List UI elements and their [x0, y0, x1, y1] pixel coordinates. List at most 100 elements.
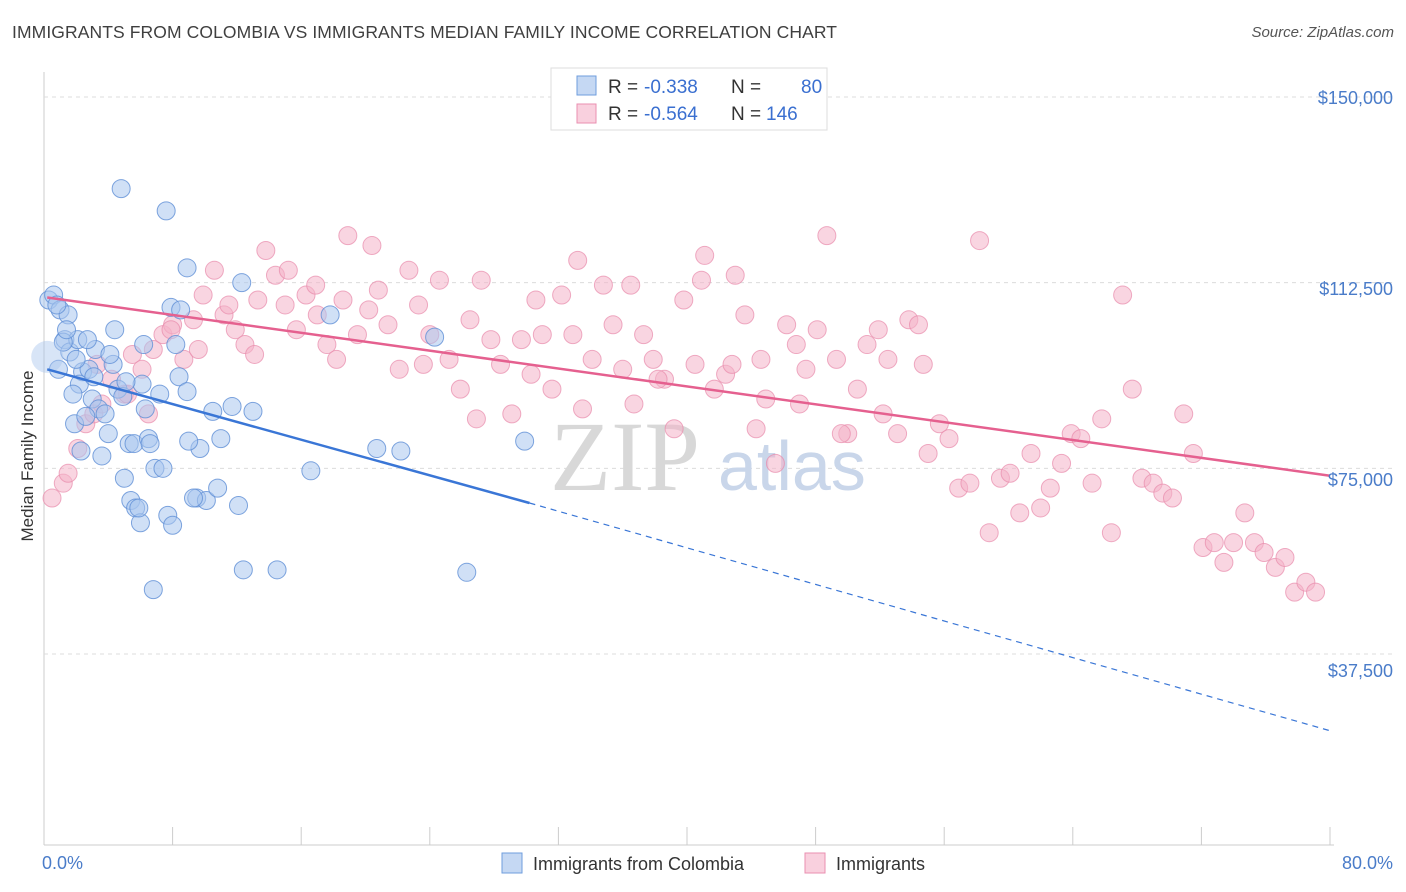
x-tick-label-min: 0.0% [42, 853, 83, 873]
data-point-colombia [179, 431, 199, 451]
data-point-immigrants [939, 429, 959, 449]
data-point-immigrants [725, 265, 745, 285]
data-point-immigrants [624, 394, 644, 414]
data-point-colombia [233, 560, 253, 580]
data-point-immigrants [722, 354, 742, 374]
data-point-immigrants [888, 424, 908, 444]
data-point-immigrants [399, 260, 419, 280]
series-legend: Immigrants from Colombia Immigrants [501, 852, 925, 874]
data-point-immigrants [1306, 582, 1326, 602]
data-point-immigrants [1052, 453, 1072, 473]
data-point-immigrants [918, 443, 938, 463]
data-point-immigrants [691, 270, 711, 290]
data-point-immigrants [1235, 503, 1255, 523]
data-point-colombia [153, 458, 173, 478]
data-point-immigrants [409, 295, 429, 315]
data-point-immigrants [568, 250, 588, 270]
data-point-colombia [391, 441, 411, 461]
data-point-immigrants [1122, 379, 1142, 399]
trendline-immigrants [47, 296, 1331, 477]
data-point-immigrants [532, 325, 552, 345]
data-point-colombia [66, 349, 86, 369]
data-point-colombia [129, 498, 149, 518]
data-point-immigrants [603, 315, 623, 335]
data-point-immigrants [248, 290, 268, 310]
data-point-immigrants [174, 349, 194, 369]
data-point-immigrants [913, 354, 933, 374]
data-point-immigrants [1010, 503, 1030, 523]
data-point-immigrants [481, 330, 501, 350]
data-point-immigrants [751, 349, 771, 369]
bottom-legend-label-immigrants: Immigrants [836, 854, 925, 874]
data-point-immigrants [1204, 533, 1224, 553]
legend-n-label-blue: N = [731, 77, 761, 98]
data-point-immigrants [378, 315, 398, 335]
data-point-colombia [166, 335, 186, 355]
trend-lines [46, 296, 1331, 732]
trendline-colombia [46, 368, 530, 505]
data-point-immigrants [1031, 498, 1051, 518]
data-point-immigrants [58, 463, 78, 483]
data-point-colombia [114, 468, 134, 488]
data-point-immigrants [286, 320, 306, 340]
data-point-immigrants [466, 409, 486, 429]
data-point-immigrants [1071, 429, 1091, 449]
data-point-colombia [143, 580, 163, 600]
data-point-immigrants [389, 359, 409, 379]
legend-r-label-blue: R = [608, 77, 638, 98]
data-point-immigrants [796, 359, 816, 379]
y-tick-label-112500: $112,500 [1319, 279, 1393, 299]
data-point-immigrants [413, 354, 433, 374]
data-point-colombia [183, 488, 203, 508]
data-point-immigrants [817, 226, 837, 246]
data-point-immigrants [429, 270, 449, 290]
data-point-immigrants [648, 369, 668, 389]
data-point-immigrants [878, 349, 898, 369]
x-tick-label-max: 80.0% [1342, 853, 1393, 873]
data-point-colombia [134, 335, 154, 355]
trendline-colombia-extension [529, 502, 1331, 732]
data-point-immigrants [777, 315, 797, 335]
data-point-immigrants [735, 305, 755, 325]
data-point-immigrants [491, 354, 511, 374]
data-point-colombia [211, 429, 231, 449]
data-point-immigrants [908, 315, 928, 335]
data-point-immigrants [765, 453, 785, 473]
legend-r-value-pink: -0.564 [644, 104, 698, 125]
data-point-immigrants [960, 473, 980, 493]
y-tick-label-150000: $150,000 [1318, 88, 1393, 108]
data-point-immigrants [552, 285, 572, 305]
data-point-colombia [177, 258, 197, 278]
data-point-immigrants [188, 340, 208, 360]
data-point-immigrants [1254, 543, 1274, 563]
legend-n-value-pink: 146 [766, 104, 798, 125]
data-point-immigrants [1113, 285, 1133, 305]
data-point-immigrants [460, 310, 480, 330]
data-point-immigrants [593, 275, 613, 295]
data-point-colombia [98, 424, 118, 444]
data-point-immigrants [582, 349, 602, 369]
data-point-immigrants [1183, 443, 1203, 463]
data-point-immigrants [1214, 552, 1234, 572]
data-point-colombia [515, 431, 535, 451]
data-point-immigrants [42, 488, 62, 508]
data-point-colombia [100, 344, 120, 364]
stats-legend-box [550, 67, 828, 131]
data-point-immigrants [1224, 533, 1244, 553]
data-point-immigrants [634, 325, 654, 345]
legend-n-label-pink: N = [731, 104, 761, 125]
data-point-immigrants [511, 330, 531, 350]
data-point-colombia [76, 406, 96, 426]
data-point-colombia [132, 374, 152, 394]
legend-swatch-pink [576, 103, 597, 124]
data-point-immigrants [471, 270, 491, 290]
data-point-colombia [320, 305, 340, 325]
data-point-immigrants [970, 231, 990, 251]
data-point-colombia [232, 273, 252, 293]
data-point-immigrants [1040, 478, 1060, 498]
data-point-immigrants [306, 275, 326, 295]
data-point-colombia [301, 461, 321, 481]
data-point-colombia [135, 399, 155, 419]
data-point-immigrants [563, 325, 583, 345]
data-point-immigrants [193, 285, 213, 305]
